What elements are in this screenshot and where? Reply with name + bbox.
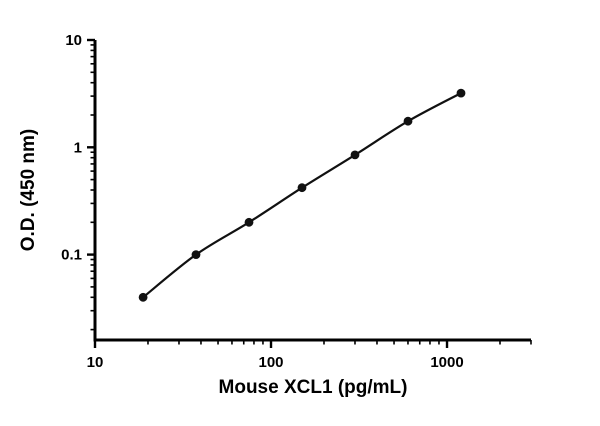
y-axis-title: O.D. (450 nm) (18, 129, 39, 251)
data-point (244, 217, 254, 227)
x-tick-label: 100 (258, 354, 283, 371)
axes (93, 40, 531, 342)
y-tick-label: 10 (65, 32, 82, 49)
data-point (350, 150, 360, 160)
data-point (191, 250, 201, 259)
data-point (138, 292, 148, 302)
x-tick-label: 1000 (430, 354, 463, 371)
x-axis-title: Mouse XCL1 (pg/mL) (219, 377, 408, 398)
plot-area: 10 100 1000 0.1 1 10 (61, 32, 532, 371)
standard-curve-line (142, 92, 462, 299)
data-point (403, 116, 413, 126)
data-point (297, 183, 307, 193)
axis-ticks: 10 100 1000 0.1 1 10 (61, 32, 532, 371)
y-tick-label: 1 (74, 139, 82, 156)
data-point (456, 88, 466, 98)
y-tick-label: 0.1 (61, 247, 82, 264)
x-tick-label: 10 (87, 354, 104, 371)
